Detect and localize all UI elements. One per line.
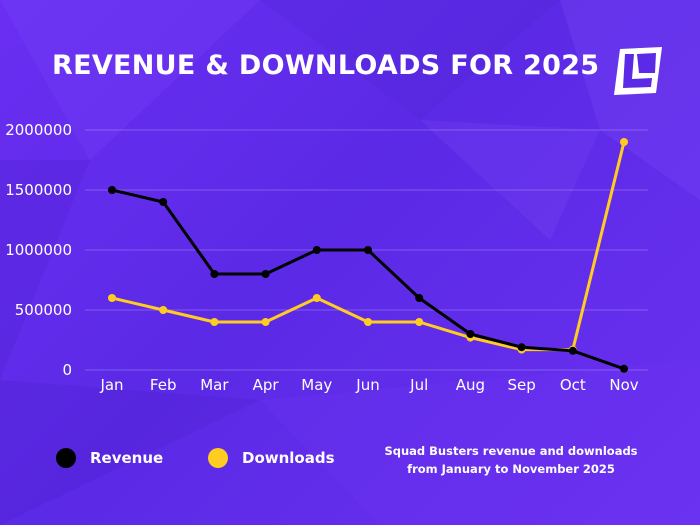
- legend-downloads-swatch: [208, 448, 228, 468]
- x-tick-label: Apr: [253, 376, 280, 394]
- x-tick-label: Jul: [409, 376, 428, 394]
- chart-caption: Squad Busters revenue and downloads from…: [382, 442, 640, 478]
- point-downloads: [364, 318, 372, 326]
- caption-line-1: Squad Busters revenue and downloads: [384, 444, 638, 458]
- y-tick-label: 0: [62, 361, 72, 379]
- legend-revenue-swatch: [56, 448, 76, 468]
- point-downloads: [415, 318, 424, 326]
- point-revenue: [159, 198, 168, 206]
- point-downloads: [108, 294, 116, 302]
- y-tick-label: 1000000: [5, 241, 72, 259]
- gridlines: [85, 129, 648, 371]
- y-tick-label: 1500000: [5, 181, 72, 199]
- legend-revenue: Revenue: [56, 448, 163, 468]
- point-revenue: [312, 246, 321, 254]
- point-revenue: [261, 270, 270, 278]
- logo-icon: [614, 47, 662, 95]
- caption-line-2: from January to November 2025: [407, 462, 615, 476]
- point-downloads: [159, 306, 168, 314]
- legend-downloads: Downloads: [208, 448, 335, 468]
- point-revenue: [108, 186, 116, 194]
- chart-title: REVENUE & DOWNLOADS FOR 2025: [52, 50, 600, 81]
- point-revenue: [364, 246, 372, 254]
- x-tick-label: May: [301, 376, 332, 394]
- y-tick-label: 2000000: [5, 121, 72, 139]
- y-tick-label: 500000: [15, 301, 72, 319]
- legend-downloads-label: Downloads: [242, 449, 335, 467]
- x-tick-label: Aug: [456, 376, 485, 394]
- point-downloads: [210, 318, 219, 326]
- line-chart: 0 500000 1000000 1500000 2000000 Jan Feb Mar Ap…: [5, 121, 648, 394]
- point-revenue: [568, 346, 577, 355]
- x-tick-label: Nov: [609, 376, 638, 394]
- legend-revenue-label: Revenue: [90, 449, 164, 467]
- x-tick-label: Sep: [507, 376, 535, 394]
- point-revenue: [517, 343, 526, 352]
- x-tick-label: Mar: [200, 376, 229, 394]
- point-revenue: [210, 270, 219, 278]
- point-downloads: [620, 138, 628, 146]
- series-lines: [110, 140, 626, 371]
- x-tick-label: Jan: [99, 376, 123, 394]
- series-line-revenue: [110, 188, 626, 371]
- series-points: [108, 138, 628, 373]
- point-revenue: [620, 364, 628, 373]
- point-revenue: [466, 330, 475, 338]
- x-tick-label: Oct: [560, 376, 586, 394]
- x-axis-ticks: Jan Feb Mar Apr May Jun Jul Aug Sep Oct Nov: [99, 376, 638, 394]
- point-revenue: [415, 294, 424, 302]
- point-downloads: [312, 294, 321, 302]
- x-tick-label: Feb: [150, 376, 177, 394]
- x-tick-label: Jun: [355, 376, 379, 394]
- y-axis-ticks: 0 500000 1000000 1500000 2000000: [5, 121, 72, 379]
- point-downloads: [261, 318, 270, 326]
